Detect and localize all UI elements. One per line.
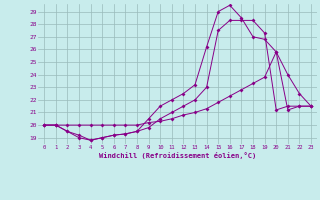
X-axis label: Windchill (Refroidissement éolien,°C): Windchill (Refroidissement éolien,°C) [99, 152, 256, 159]
